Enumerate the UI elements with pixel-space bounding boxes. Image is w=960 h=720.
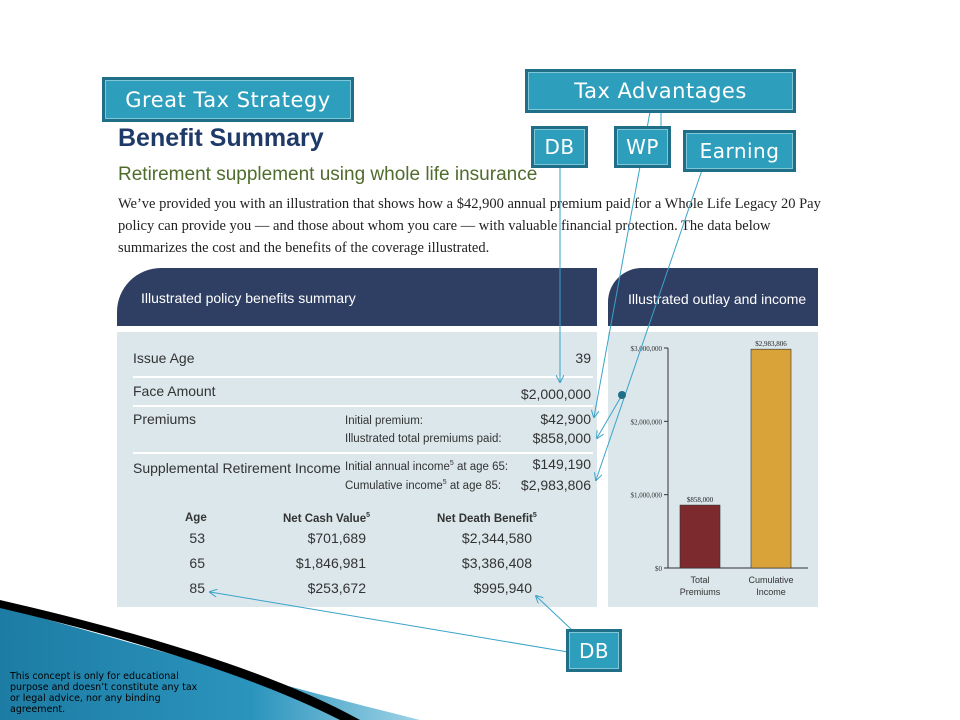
- y-tick-label: $3,000,000: [631, 345, 663, 353]
- table-header-age: Age: [185, 512, 207, 524]
- background-swoosh: [0, 600, 420, 720]
- table-header-net-death-benefit: Net Death Benefit5: [437, 512, 537, 525]
- issue-age-label: Issue Age: [133, 350, 195, 366]
- bar-data-label: $2,983,806: [755, 340, 787, 348]
- footnote-mark: 5: [366, 512, 370, 519]
- callout-label: WP: [626, 135, 659, 159]
- cumulative-income-text: Cumulative income: [345, 479, 443, 492]
- earning-callout: Earning: [683, 130, 796, 172]
- outlay-panel-title: Illustrated outlay and income: [628, 291, 807, 307]
- tax-advantages-callout: Tax Advantages: [525, 69, 796, 113]
- bar-total-premiums: [679, 504, 721, 569]
- y-tick-label: $1,000,000: [631, 492, 663, 500]
- callout-label: Great Tax Strategy: [125, 87, 331, 112]
- premiums-label: Premiums: [133, 411, 197, 427]
- page-title: Benefit Summary: [118, 124, 324, 152]
- x-category-label: Cumulative: [748, 575, 793, 585]
- table-cell-age: 53: [189, 530, 205, 546]
- initial-annual-income-suffix: at age 65:: [453, 460, 509, 473]
- net-cash-value-heading: Net Cash Value: [283, 512, 367, 525]
- bar-cumulative-income: [750, 348, 792, 569]
- page-subtitle: Retirement supplement using whole life i…: [118, 164, 538, 185]
- intro-paragraph: We’ve provided you with an illustration …: [118, 196, 821, 256]
- outlay-panel-header: Illustrated outlay and income: [608, 268, 818, 326]
- callout-label: DB: [544, 135, 575, 159]
- row-divider: [133, 405, 593, 407]
- x-category-label: Income: [756, 587, 786, 597]
- disclaimer-text: This concept is only for educational pur…: [10, 671, 198, 715]
- callout-label: Tax Advantages: [574, 79, 747, 103]
- net-death-benefit-heading: Net Death Benefit: [437, 512, 533, 525]
- table-cell-net-death-benefit: $995,940: [473, 580, 532, 596]
- supplemental-retirement-income-label: Supplemental Retirement Income: [133, 460, 341, 476]
- table-cell-net-death-benefit: $3,386,408: [461, 555, 532, 571]
- db-callout: DB: [531, 126, 588, 168]
- table-cell-age: 65: [189, 555, 205, 571]
- callout-label: DB: [578, 638, 610, 663]
- initial-premium-value: $42,900: [540, 411, 591, 427]
- cumulative-income-label: Cumulative income5 at age 85:: [345, 479, 501, 492]
- table-cell-age: 85: [189, 580, 205, 596]
- face-amount-value: $2,000,000: [520, 386, 591, 402]
- callout-label: Earning: [699, 139, 780, 163]
- summary-panel-header: Illustrated policy benefits summary: [117, 268, 597, 326]
- table-cell-net-death-benefit: $2,344,580: [461, 530, 532, 546]
- table-header-net-cash-value: Net Cash Value5: [283, 512, 370, 525]
- initial-premium-label: Initial premium:: [345, 415, 423, 427]
- y-tick-label: $0: [655, 565, 663, 573]
- x-category-label: Premiums: [680, 587, 721, 597]
- initial-annual-income-value: $149,190: [532, 456, 591, 472]
- x-category-label: Total: [690, 575, 709, 585]
- issue-age-value: 39: [575, 350, 591, 366]
- great-tax-strategy-callout: Great Tax Strategy: [102, 77, 354, 122]
- face-amount-label: Face Amount: [133, 383, 216, 399]
- footnote-mark: 5: [442, 479, 447, 486]
- cumulative-income-suffix: at age 85:: [446, 479, 502, 492]
- initial-annual-income-label: Initial annual income5 at age 65:: [345, 460, 508, 473]
- y-tick-label: $2,000,000: [631, 418, 663, 426]
- summary-panel-title: Illustrated policy benefits summary: [141, 290, 356, 306]
- bar-data-label: $858,000: [687, 496, 714, 504]
- table-cell-net-cash-value: $253,672: [307, 580, 366, 596]
- table-cell-net-cash-value: $1,846,981: [295, 555, 366, 571]
- initial-annual-income-text: Initial annual income: [345, 460, 450, 473]
- db-bottom-callout: DB: [566, 629, 622, 672]
- outlay-income-chart: $0 $1,000,000 $2,000,000 $3,000,000 $858,00…: [631, 340, 808, 597]
- cumulative-income-value: $2,983,806: [520, 477, 591, 493]
- total-premiums-label: Illustrated total premiums paid:: [345, 433, 502, 445]
- row-divider: [133, 376, 593, 378]
- footnote-mark: 5: [449, 460, 454, 467]
- footnote-mark: 5: [532, 512, 537, 519]
- row-divider: [133, 452, 593, 454]
- wp-callout: WP: [614, 126, 671, 168]
- total-premiums-value: $858,000: [532, 430, 591, 446]
- table-cell-net-cash-value: $701,689: [307, 530, 366, 546]
